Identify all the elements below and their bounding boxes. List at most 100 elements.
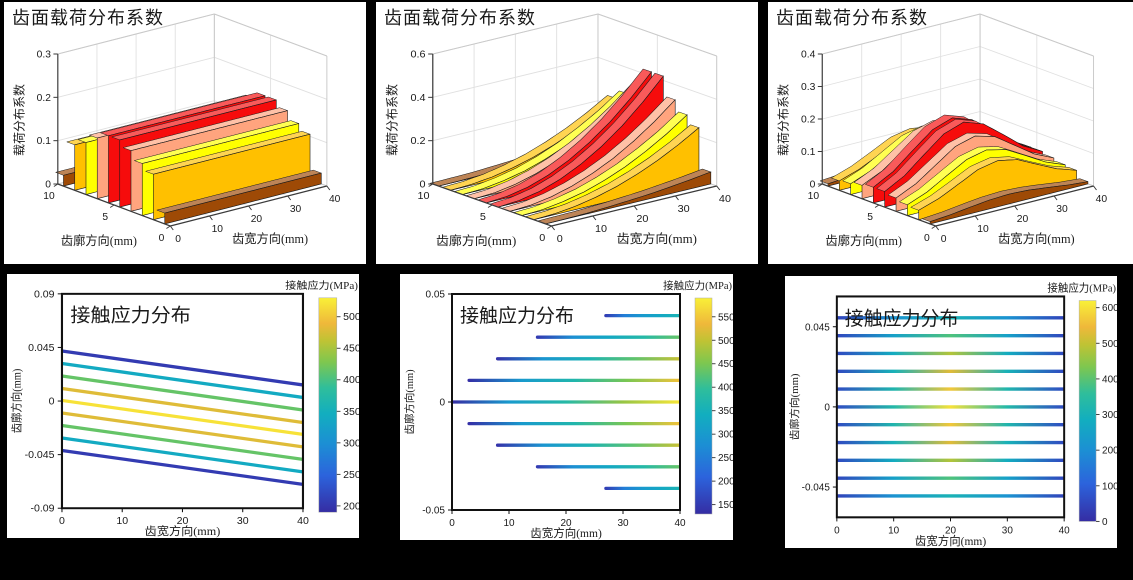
- svg-text:0.4: 0.4: [801, 49, 816, 60]
- svg-text:0.045: 0.045: [28, 343, 55, 354]
- panel-load-distribution-wedge: 齿面载荷分布系数 0 0.2 0.4 0.6 0 5 10 0 10 20 30 40 齿廓方向(mm)…: [376, 2, 758, 264]
- svg-text:0.2: 0.2: [801, 114, 816, 125]
- svg-text:接触应力(MPa): 接触应力(MPa): [1047, 281, 1116, 294]
- svg-text:40: 40: [719, 193, 731, 205]
- svg-text:载荷分布系数: 载荷分布系数: [13, 84, 27, 156]
- panel-contact-stress-sloped: 0.09 0.045 0 -0.045 -0.09 0 10 20 30 40 齿宽方向(mm) 齿廓…: [7, 274, 359, 538]
- svg-text:5: 5: [102, 212, 108, 223]
- svg-text:20: 20: [251, 214, 263, 225]
- svg-text:0.3: 0.3: [801, 82, 816, 93]
- svg-text:5: 5: [480, 211, 486, 223]
- svg-text:10: 10: [212, 224, 224, 235]
- lines2d-canvas-2: 0.05 0 -0.05 0 10 20 30 40 齿宽方向(mm) 齿廓方向(mm) 接触应力分…: [403, 279, 733, 540]
- svg-text:250: 250: [718, 453, 733, 464]
- svg-text:齿宽方向(mm): 齿宽方向(mm): [145, 524, 221, 538]
- svg-text:0: 0: [439, 398, 445, 409]
- svg-text:0: 0: [824, 402, 830, 413]
- svg-text:10: 10: [43, 191, 55, 202]
- svg-text:齿宽方向(mm): 齿宽方向(mm): [617, 231, 697, 246]
- svg-text:齿宽方向(mm): 齿宽方向(mm): [998, 231, 1075, 246]
- panel-title: 齿面载荷分布系数: [776, 8, 928, 28]
- svg-text:0: 0: [159, 233, 165, 244]
- svg-text:接触应力分布: 接触应力分布: [460, 305, 574, 327]
- panel-contact-stress-full: 0.045 0 -0.045 0 10 20 30 40 齿宽方向(mm) 齿廓方向(mm) 接触应…: [785, 276, 1117, 548]
- svg-text:10: 10: [595, 223, 607, 235]
- svg-text:0: 0: [1102, 517, 1108, 528]
- svg-text:齿廓方向(mm): 齿廓方向(mm): [825, 233, 902, 248]
- svg-text:0: 0: [539, 232, 545, 244]
- svg-text:300: 300: [343, 439, 359, 450]
- svg-text:450: 450: [343, 344, 359, 355]
- svg-text:10: 10: [116, 516, 128, 527]
- svg-text:0: 0: [45, 179, 51, 190]
- svg-text:0: 0: [420, 179, 426, 191]
- svg-text:30: 30: [1002, 526, 1013, 537]
- svg-text:-0.045: -0.045: [25, 450, 55, 461]
- svg-text:0: 0: [449, 518, 455, 529]
- svg-text:接触应力(MPa): 接触应力(MPa): [663, 279, 732, 292]
- svg-text:10: 10: [808, 191, 820, 202]
- svg-text:10: 10: [503, 518, 515, 529]
- svg-text:0.2: 0.2: [410, 135, 425, 147]
- svg-text:150: 150: [718, 500, 733, 511]
- svg-text:齿廓方向(mm): 齿廓方向(mm): [403, 369, 416, 435]
- svg-text:0: 0: [49, 397, 55, 408]
- svg-text:0: 0: [941, 234, 947, 245]
- svg-text:250: 250: [343, 470, 359, 481]
- svg-text:550: 550: [718, 312, 733, 323]
- panel-title: 齿面载荷分布系数: [384, 8, 536, 28]
- svg-text:200: 200: [343, 502, 359, 513]
- panel-contact-stress-staggered: 0.05 0 -0.05 0 10 20 30 40 齿宽方向(mm) 齿廓方向(mm) 接触应力分…: [400, 274, 733, 540]
- svg-text:-0.09: -0.09: [30, 504, 54, 515]
- svg-text:齿宽方向(mm): 齿宽方向(mm): [530, 526, 602, 540]
- svg-text:300: 300: [718, 430, 733, 441]
- svg-text:0: 0: [810, 179, 816, 190]
- svg-text:0: 0: [557, 233, 563, 245]
- svg-text:20: 20: [1017, 214, 1029, 225]
- svg-text:0.6: 0.6: [410, 49, 425, 61]
- svg-text:30: 30: [678, 203, 690, 215]
- svg-text:500: 500: [1102, 339, 1117, 350]
- svg-text:20: 20: [945, 526, 956, 537]
- svg-text:30: 30: [617, 518, 629, 529]
- svg-text:40: 40: [674, 518, 686, 529]
- svg-text:20: 20: [636, 213, 648, 225]
- svg-text:300: 300: [1102, 410, 1117, 421]
- svg-text:40: 40: [297, 516, 309, 527]
- svg-text:350: 350: [718, 406, 733, 417]
- svg-text:40: 40: [1096, 194, 1108, 205]
- svg-text:0.09: 0.09: [34, 290, 55, 301]
- svg-text:0.05: 0.05: [426, 290, 446, 301]
- panel-load-distribution-dome: 齿面载荷分布系数 0 0.1 0.2 0.3 0.4 0 5 10 0 10 20 30 40 齿廓方向(…: [768, 2, 1133, 264]
- svg-text:20: 20: [177, 516, 189, 527]
- svg-text:500: 500: [718, 336, 733, 347]
- svg-text:40: 40: [329, 194, 341, 205]
- svg-text:齿廓方向(mm): 齿廓方向(mm): [788, 373, 801, 440]
- svg-text:200: 200: [1102, 446, 1117, 457]
- svg-text:600: 600: [1102, 303, 1117, 314]
- svg-text:接触应力分布: 接触应力分布: [70, 305, 190, 326]
- svg-text:40: 40: [1059, 526, 1070, 537]
- svg-text:0: 0: [175, 234, 181, 245]
- panel-load-distribution-uniform: 齿面载荷分布系数 0 0.1 0.2 0.3 0 5 10 0 10 20 30 40 齿廓方向(mm)…: [4, 2, 366, 264]
- svg-text:接触应力(MPa): 接触应力(MPa): [285, 279, 358, 292]
- svg-text:20: 20: [560, 518, 572, 529]
- svg-text:0: 0: [924, 233, 930, 244]
- svg-text:0: 0: [834, 526, 840, 537]
- svg-text:0.3: 0.3: [37, 49, 51, 60]
- svg-text:100: 100: [1102, 481, 1117, 492]
- svg-text:400: 400: [1102, 374, 1117, 385]
- svg-text:齿宽方向(mm): 齿宽方向(mm): [232, 231, 308, 246]
- svg-text:500: 500: [343, 312, 359, 323]
- svg-text:10: 10: [977, 224, 989, 235]
- svg-text:-0.05: -0.05: [422, 506, 445, 517]
- svg-text:齿宽方向(mm): 齿宽方向(mm): [915, 534, 986, 548]
- lines2d-canvas-3: 0.045 0 -0.045 0 10 20 30 40 齿宽方向(mm) 齿廓方向(mm) 接触应…: [788, 281, 1117, 548]
- svg-text:0.4: 0.4: [410, 92, 425, 104]
- svg-text:30: 30: [290, 204, 302, 215]
- svg-text:0.1: 0.1: [37, 136, 51, 147]
